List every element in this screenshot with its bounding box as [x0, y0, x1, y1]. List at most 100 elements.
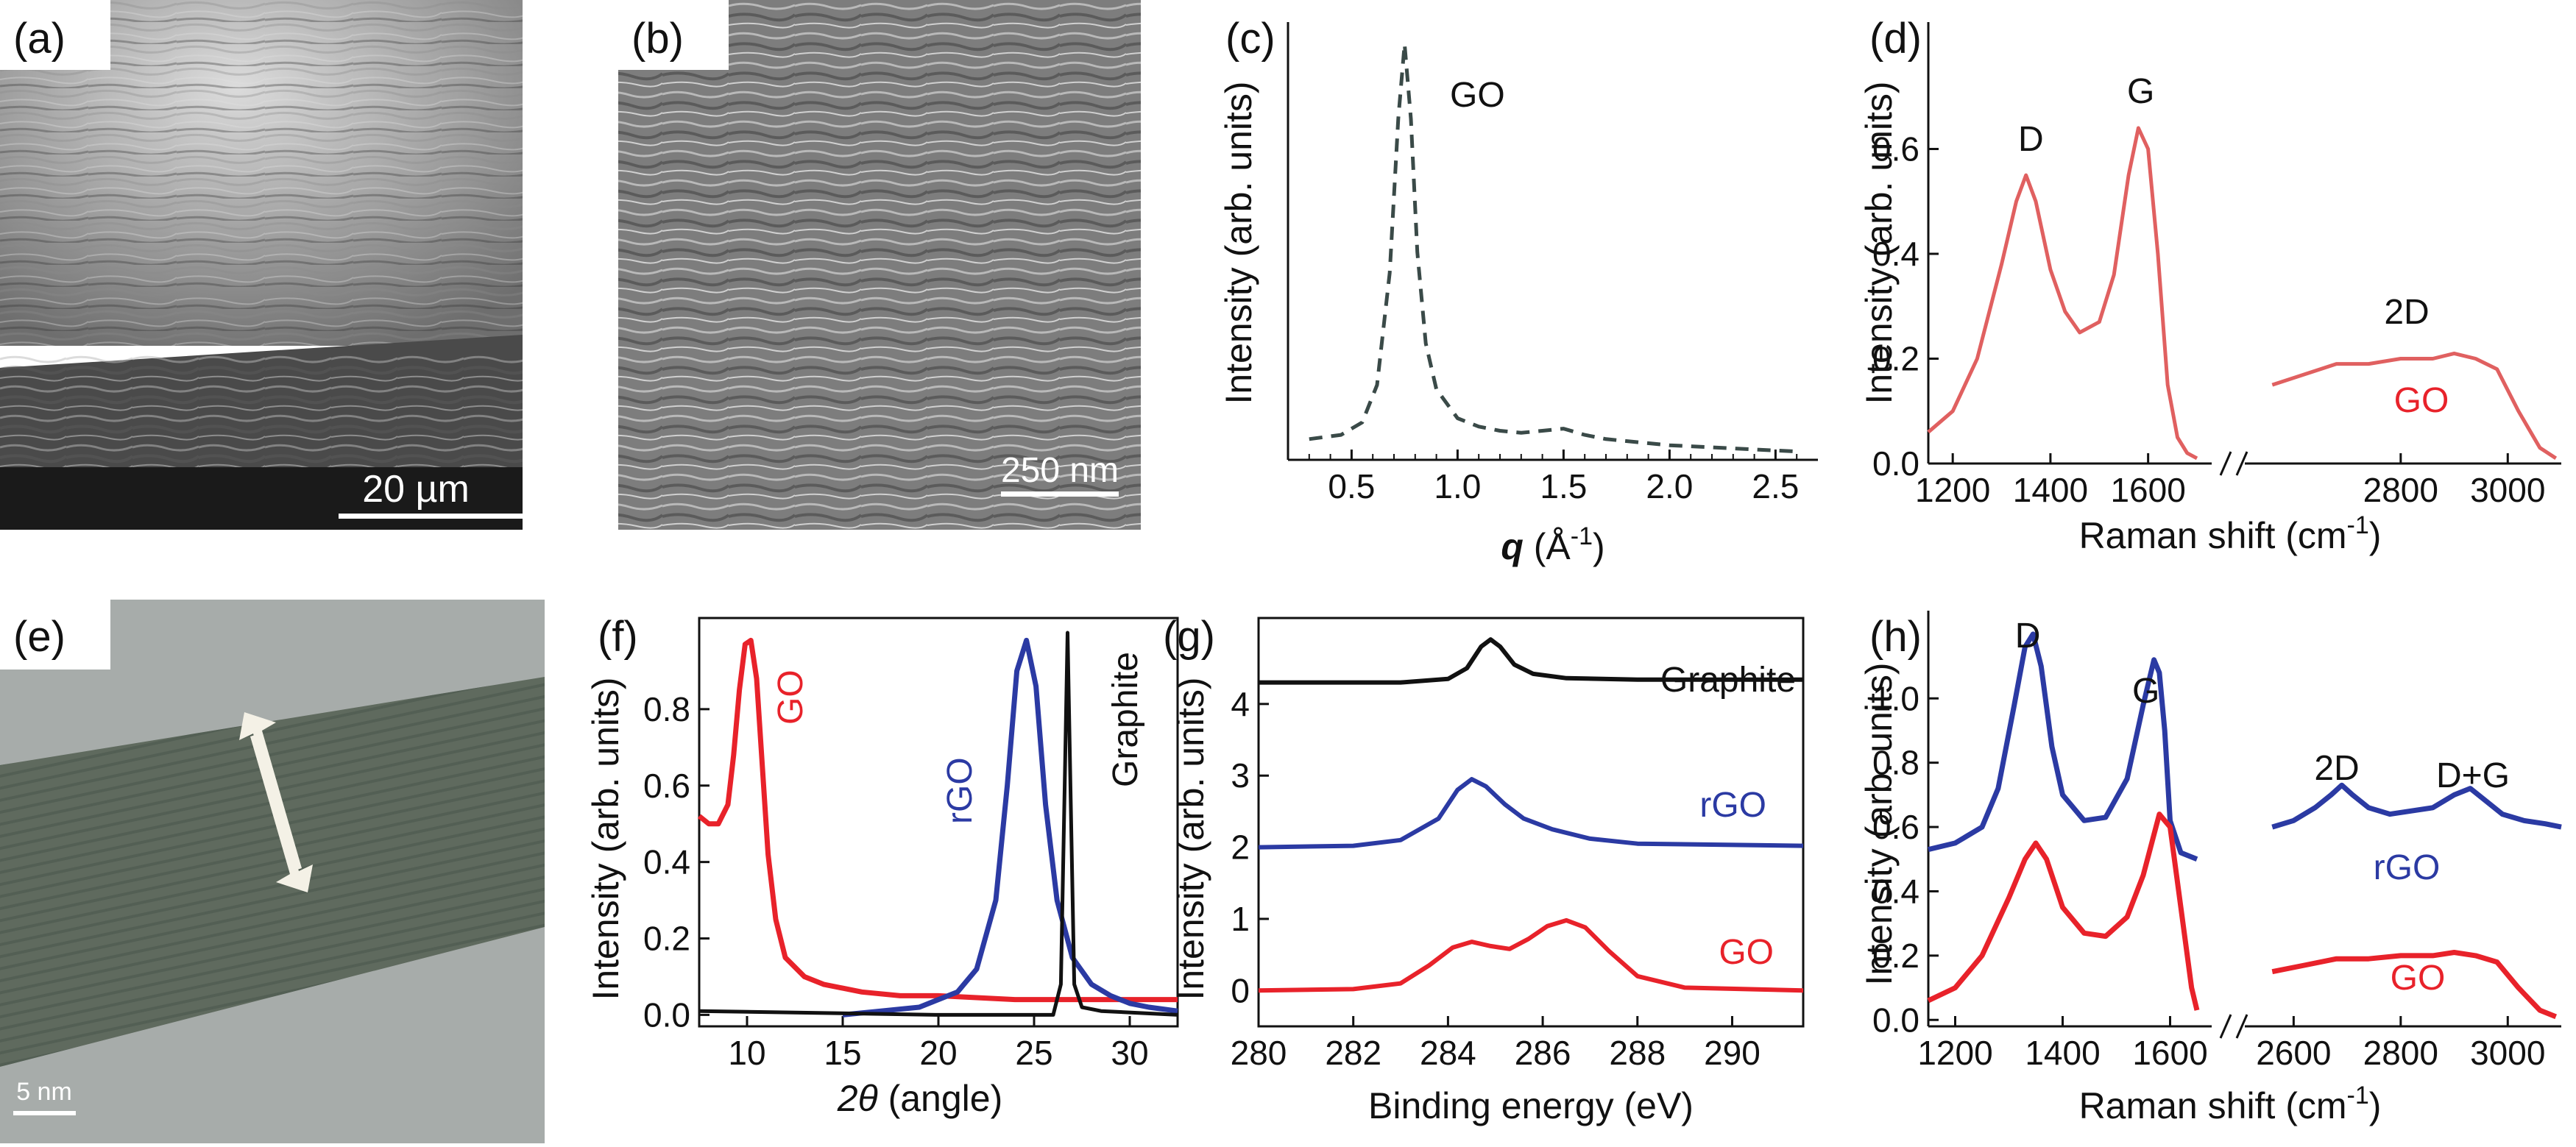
- x-tick-label: 1200: [1915, 471, 1990, 509]
- scale-bar-label-e: 5 nm: [16, 1078, 72, 1106]
- chart-panel-d: 0.0 0.2 0.4 0.6 1200 1400 1600 2800 3000 D G 2D GO In…: [1858, 15, 2561, 556]
- x-tick-label: 3000: [2470, 471, 2545, 509]
- panel-letter-f: (f): [598, 613, 638, 661]
- x-tick-label: 1400: [2025, 1034, 2100, 1072]
- x-axis-label-rest: (angle): [878, 1078, 1003, 1119]
- series-label-go: GO: [1719, 933, 1774, 972]
- panel-a: (a) 20 µm: [0, 0, 523, 530]
- panel-letter-h: (h): [1869, 613, 1922, 661]
- x-axis-label-theta: 2θ: [837, 1078, 878, 1119]
- y-axis-label: Intensity (arb. units): [1858, 662, 1900, 985]
- y-tick-label: 0.6: [643, 767, 690, 805]
- y-tick-label: 1: [1231, 900, 1250, 938]
- x-axis-label: Raman shift (cm-1): [2079, 511, 2382, 556]
- chart-panel-h: 0.0 0.2 0.4 0.6 0.8 1.0 1200 1400 1600 2600 2800 30…: [1858, 611, 2562, 1126]
- series-line-go: [1258, 917, 1804, 993]
- panel-letter-d: (d): [1869, 15, 1922, 63]
- y-tick-label: 0: [1231, 971, 1250, 1009]
- panel-e: (e) 5 nm: [0, 600, 545, 1143]
- y-tick-label: 0.2: [1872, 937, 1919, 975]
- y-tick-label: 2: [1231, 828, 1250, 867]
- annotation-d-plus-g-band: D+G: [2436, 756, 2510, 795]
- x-tick-label: 2800: [2363, 1034, 2438, 1072]
- panel-label-box: [0, 0, 110, 70]
- y-axis-label: Intensity (arb. units): [585, 677, 626, 1000]
- y-tick-label: 3: [1231, 756, 1250, 795]
- series-label-rgo: rGO: [941, 757, 980, 824]
- series-line-go-left: [1927, 126, 2198, 461]
- panel-label-box: [618, 0, 729, 70]
- x-tick-label: 1600: [2110, 471, 2185, 509]
- x-tick-label: 284: [1420, 1034, 1476, 1072]
- x-tick-label: 280: [1231, 1034, 1287, 1072]
- panel-b: (b) 250 nm: [618, 0, 1141, 530]
- y-tick-label: 0.6: [1872, 808, 1919, 846]
- panel-letter-b: (b): [631, 15, 684, 63]
- y-tick-label: 0.0: [643, 995, 690, 1034]
- series-line-rgo: [842, 637, 1178, 1018]
- x-axis-label-q: q: [1501, 526, 1533, 567]
- panel-letter-a: (a): [13, 15, 66, 63]
- chart-panel-g: 0 1 2 3 4 280 282 284 286 288 290 Graphite rGO GO Inte…: [1163, 613, 1805, 1126]
- y-tick-label: 0.8: [643, 690, 690, 728]
- sem-image-b-texture: [618, 0, 1141, 530]
- x-axis-label: Binding energy (eV): [1368, 1085, 1694, 1126]
- series-line-go-right: [2271, 950, 2558, 1020]
- series-label-rgo: rGO: [2374, 848, 2441, 887]
- x-tick-label: 1400: [2013, 471, 2088, 509]
- x-tick-label: 2.5: [1752, 467, 1799, 505]
- y-tick-label: 0.2: [643, 920, 690, 958]
- y-tick-label: 0.4: [643, 843, 690, 881]
- axis-break: [2219, 451, 2248, 476]
- x-axis-label: Raman shift (cm-1): [2079, 1082, 2382, 1126]
- x-axis-label-close: ): [1593, 526, 1605, 567]
- series-line-graphite: [698, 631, 1178, 1017]
- x-tick-label: 282: [1325, 1034, 1381, 1072]
- scale-bar-b: [1001, 491, 1119, 497]
- panel-letter-e: (e): [13, 613, 66, 661]
- tem-image-lattice: [0, 677, 545, 1067]
- x-tick-label: 25: [1015, 1034, 1052, 1072]
- series-line-go: [1309, 42, 1797, 454]
- series-line-go: [697, 637, 1178, 1003]
- x-tick-label: 10: [728, 1034, 765, 1072]
- x-tick-label: 0.5: [1328, 467, 1375, 505]
- series-line-go-left: [1927, 812, 2200, 1011]
- x-axis-label-close: ): [2369, 1085, 2382, 1126]
- chart-panel-f: 0.0 0.2 0.4 0.6 0.8 10 15 20 25 30 GO rGO Graphite In…: [585, 613, 1179, 1119]
- x-axis-label-text: Raman shift (cm: [2079, 1085, 2347, 1126]
- series-line-go-right: [2271, 351, 2558, 460]
- x-axis-label: 2θ (angle): [837, 1078, 1002, 1119]
- x-tick-label: 1.0: [1434, 467, 1481, 505]
- series-label-graphite: Graphite: [1660, 661, 1796, 700]
- x-tick-label: 2800: [2363, 471, 2438, 509]
- series-label-rgo: rGO: [1699, 786, 1766, 825]
- y-tick-label: 0.2: [1872, 340, 1919, 378]
- annotation-go: GO: [1450, 76, 1505, 115]
- x-tick-label: 1200: [1917, 1034, 1992, 1072]
- chart-panel-c: 0.5 1.0 1.5 2.0 2.5 GO Intensity (arb. units) q…: [1218, 15, 1818, 567]
- x-tick-label: 1600: [2132, 1034, 2207, 1072]
- x-axis-label-text: Raman shift (cm: [2079, 515, 2347, 556]
- series-label-go: GO: [2391, 959, 2446, 998]
- y-axis-label: Intensity (arb. units): [1218, 81, 1259, 404]
- plot-frame: [1257, 617, 1805, 1028]
- y-tick-label: 4: [1231, 685, 1250, 723]
- y-tick-label: 0.0: [1872, 1001, 1919, 1039]
- panel-letter-g: (g): [1163, 613, 1215, 661]
- annotation-d-band: D: [2018, 120, 2044, 159]
- sem-image-substrate: [0, 467, 523, 530]
- series-line-rgo-right: [2271, 782, 2562, 830]
- x-tick-label: 2.0: [1646, 467, 1693, 505]
- y-tick-label: 0.6: [1872, 130, 1919, 168]
- scale-bar-a: [339, 514, 523, 519]
- x-tick-label: 30: [1111, 1034, 1148, 1072]
- series-line-rgo-left: [1928, 631, 2198, 862]
- x-tick-label: 15: [824, 1034, 861, 1072]
- y-tick-label: 0.4: [1872, 872, 1919, 910]
- x-axis-label-exp: -1: [2347, 1082, 2369, 1109]
- x-tick-label: 286: [1515, 1034, 1571, 1072]
- x-tick-label: 3000: [2470, 1034, 2545, 1072]
- y-tick-label: 1.0: [1872, 679, 1919, 717]
